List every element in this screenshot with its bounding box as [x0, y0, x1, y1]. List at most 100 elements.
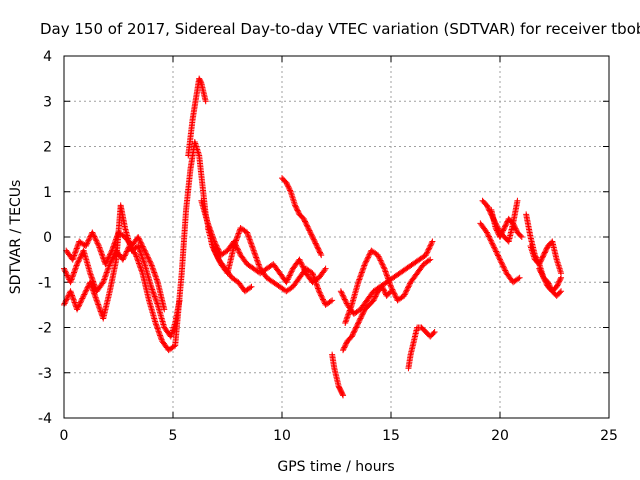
data-point — [497, 256, 503, 263]
data-point — [247, 237, 254, 244]
data-point — [351, 327, 358, 334]
data-point — [544, 279, 551, 286]
data-point — [401, 291, 408, 298]
data-point — [315, 246, 322, 253]
data-point — [346, 307, 353, 314]
data-point — [248, 283, 255, 290]
data-point — [136, 263, 143, 270]
data-point — [298, 260, 305, 267]
data-point — [489, 240, 496, 247]
data-point — [61, 300, 68, 307]
data-point — [248, 240, 255, 247]
data-point — [340, 345, 347, 352]
y-tick-label: 4 — [43, 49, 52, 65]
data-point — [299, 263, 306, 270]
data-point — [70, 295, 77, 302]
data-point — [136, 247, 143, 254]
data-point — [402, 290, 409, 297]
data-point — [303, 221, 310, 228]
data-point — [252, 253, 259, 260]
data-point — [92, 236, 99, 243]
data-point — [500, 226, 507, 233]
data-point — [154, 324, 161, 331]
data-point — [72, 249, 79, 256]
data-point — [379, 261, 386, 268]
data-point — [310, 235, 317, 242]
data-point — [388, 288, 394, 295]
data-point — [143, 251, 150, 258]
data-point — [214, 245, 221, 252]
data-point — [161, 306, 168, 313]
data-point — [235, 231, 242, 238]
data-point — [95, 241, 102, 248]
data-point — [386, 280, 393, 287]
data-point — [370, 297, 377, 304]
data-point — [356, 275, 363, 282]
data-point — [493, 227, 500, 234]
data-point — [537, 268, 544, 275]
data-point — [135, 234, 142, 240]
data-point — [101, 275, 108, 282]
series-trace-h — [329, 351, 347, 399]
data-point — [343, 315, 350, 322]
data-point — [360, 263, 367, 270]
data-point — [306, 227, 313, 234]
data-point — [90, 288, 97, 295]
data-point — [536, 265, 543, 272]
data-point — [153, 275, 160, 282]
data-point — [80, 292, 87, 299]
data-point — [214, 253, 221, 260]
data-point — [74, 305, 81, 312]
data-point — [329, 297, 336, 304]
data-point — [286, 272, 293, 279]
data-point — [71, 251, 78, 258]
data-point — [96, 305, 103, 312]
data-point — [74, 244, 81, 251]
data-point — [70, 296, 77, 303]
data-point — [312, 277, 319, 284]
data-point — [341, 344, 348, 351]
data-point — [315, 286, 322, 293]
data-point — [88, 274, 95, 281]
data-point — [111, 240, 118, 247]
data-point — [382, 269, 389, 276]
data-point — [87, 280, 94, 287]
data-point — [77, 254, 84, 261]
data-point — [244, 230, 251, 237]
data-point — [539, 254, 546, 261]
data-point — [135, 235, 142, 242]
data-point — [510, 220, 517, 227]
data-point — [354, 320, 361, 327]
data-point — [69, 275, 76, 282]
data-point — [76, 255, 83, 262]
data-point — [234, 234, 241, 241]
data-point — [103, 258, 110, 265]
data-point — [96, 245, 103, 252]
data-point — [254, 258, 261, 265]
data-point — [392, 293, 399, 300]
data-point — [374, 252, 381, 259]
data-point — [403, 287, 410, 294]
data-point — [84, 238, 91, 245]
chart-title: Day 150 of 2017, Sidereal Day-to-day VTE… — [40, 20, 640, 38]
data-point — [359, 266, 366, 273]
data-point — [235, 248, 242, 255]
data-point — [136, 236, 143, 243]
data-point — [100, 277, 107, 284]
data-point — [381, 267, 388, 274]
data-point — [89, 230, 96, 237]
data-point — [112, 237, 119, 244]
data-point — [305, 226, 312, 233]
data-point — [148, 283, 155, 290]
data-point — [430, 330, 437, 337]
data-point — [361, 261, 368, 268]
data-point — [498, 230, 505, 237]
data-point — [287, 269, 294, 276]
data-point — [371, 296, 378, 303]
data-point — [513, 226, 520, 233]
data-point — [245, 232, 252, 239]
data-point — [141, 247, 148, 254]
data-point — [251, 248, 258, 255]
data-point — [232, 240, 239, 247]
data-point — [557, 276, 564, 283]
